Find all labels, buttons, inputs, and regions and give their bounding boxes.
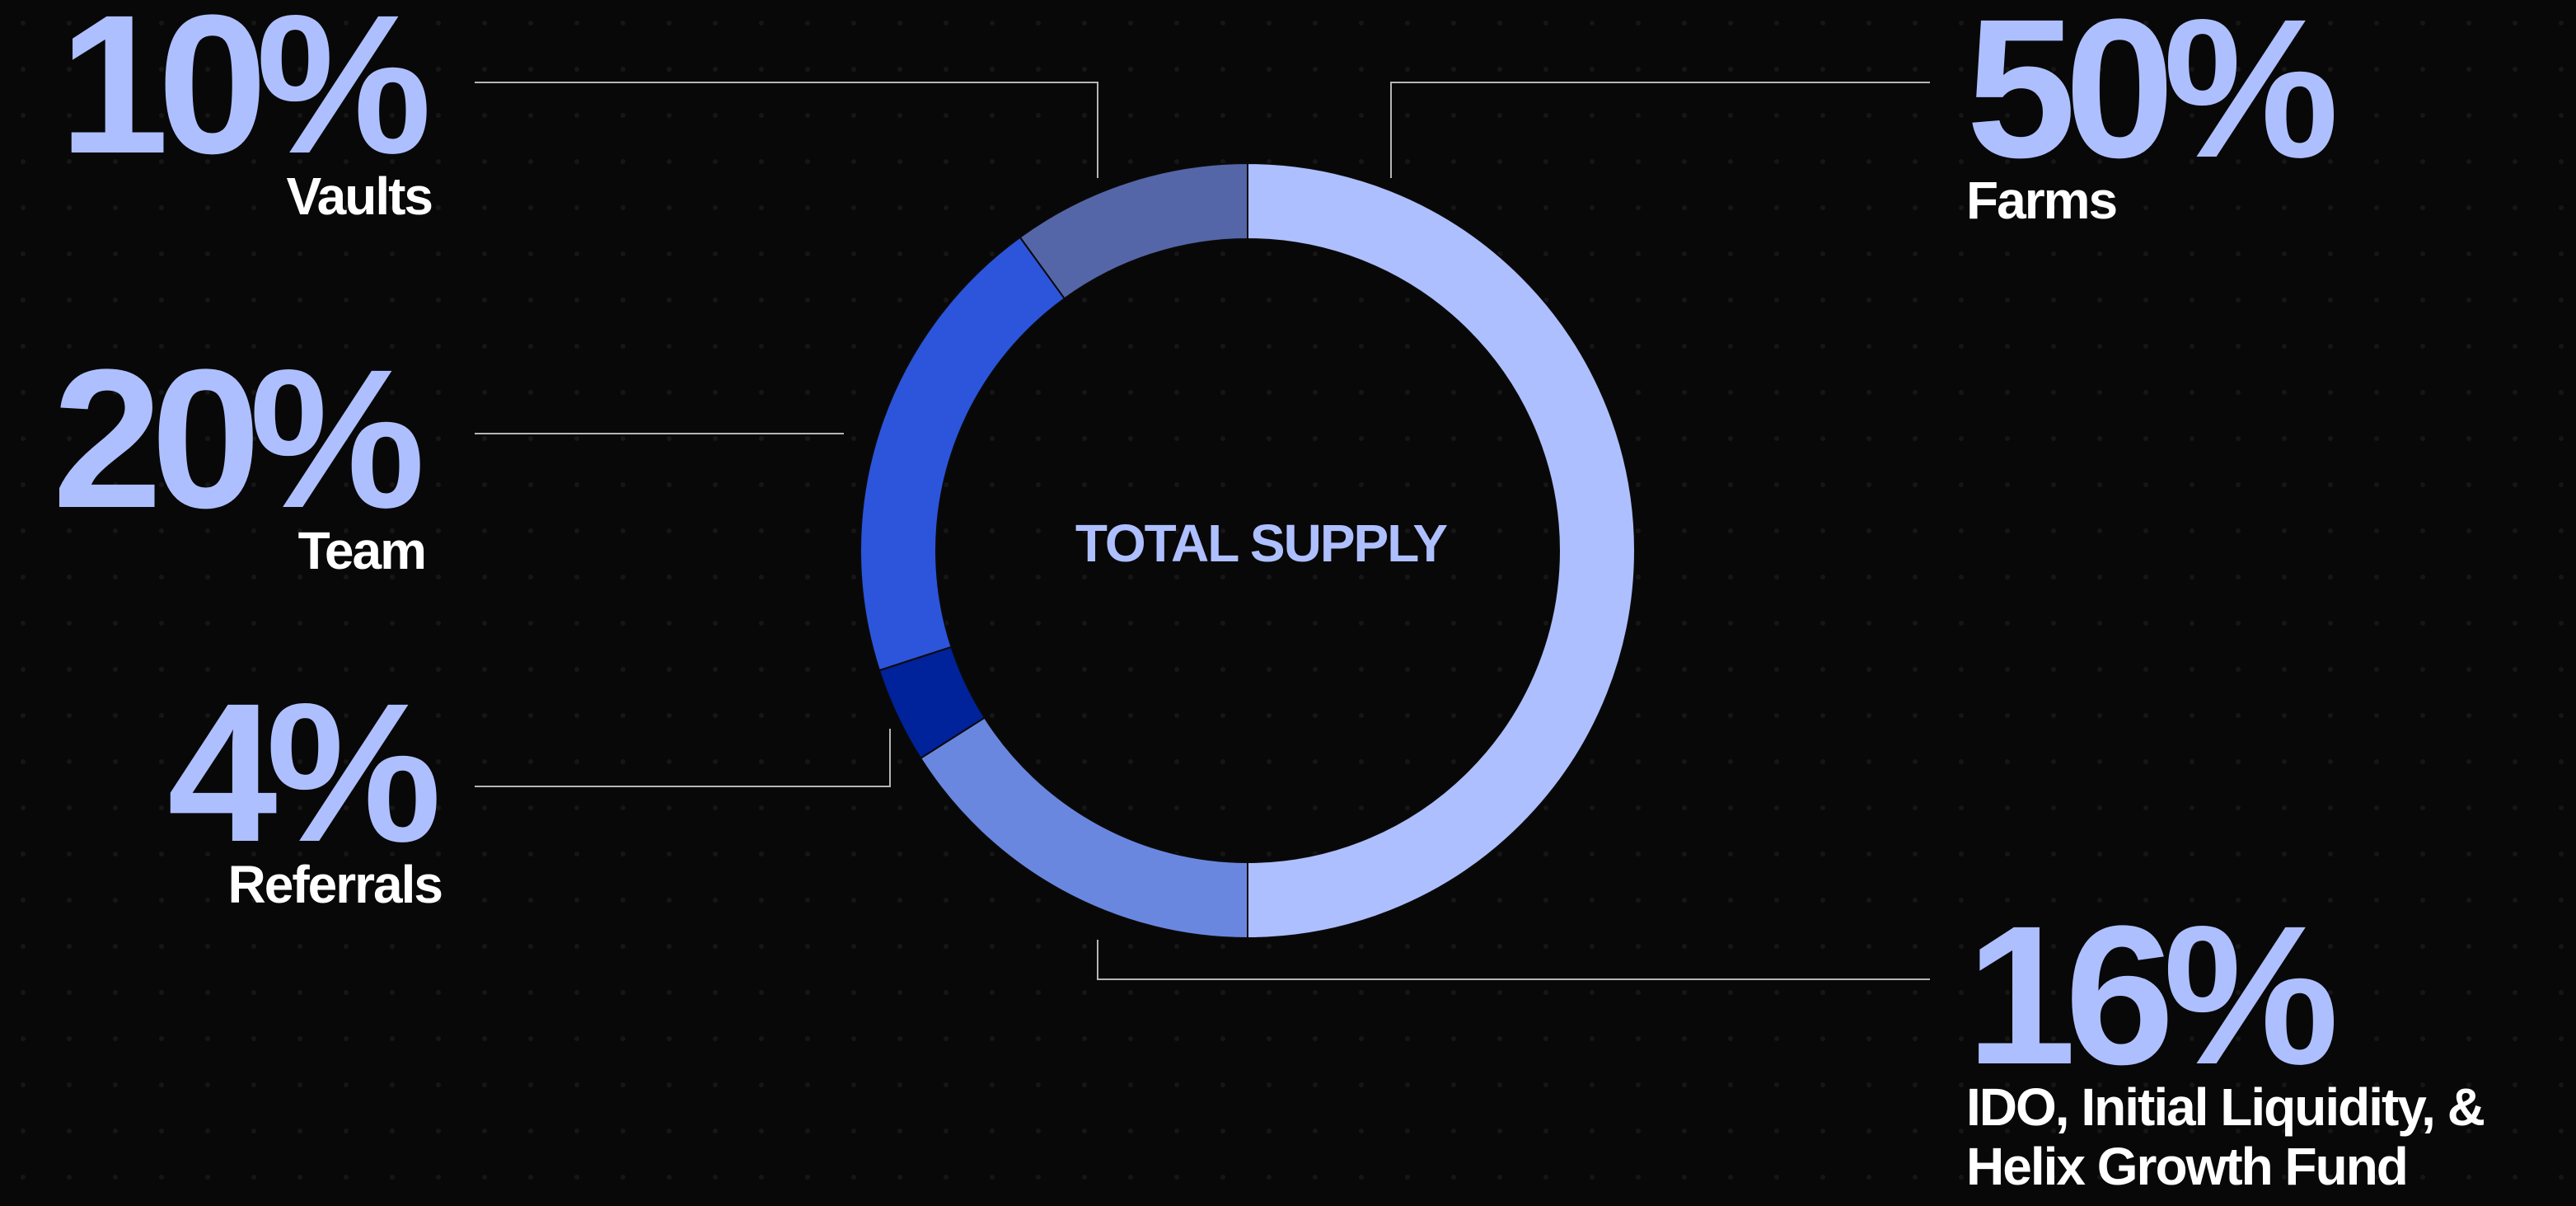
label-group: 20% Team <box>52 328 427 580</box>
label-group: 16% IDO, Initial Liquidity, & Helix Growt… <box>1966 885 2568 1196</box>
leader-line <box>1390 82 1930 178</box>
value-label: 50% <box>1966 0 2339 199</box>
center-label: TOTAL SUPPLY <box>1075 514 1448 573</box>
value-label: 10% <box>59 0 432 195</box>
leader-line <box>475 729 891 787</box>
category-label: Team <box>297 521 427 580</box>
donut-segment <box>1247 162 1636 940</box>
donut <box>859 162 1636 940</box>
category-label: Vaults <box>286 167 433 226</box>
category-label: Farms <box>1966 171 2118 230</box>
leader-lines <box>475 82 1930 980</box>
label-group: 10% Vaults <box>59 0 433 226</box>
value-label: 16% <box>1966 885 2339 1105</box>
leader-line <box>1097 940 1930 980</box>
donut-segment <box>1019 162 1248 300</box>
category-label: Referrals <box>227 855 443 914</box>
value-label: 4% <box>167 662 442 883</box>
label-group: 4% Referrals <box>167 662 443 914</box>
value-label: 20% <box>52 328 425 549</box>
leader-line <box>475 82 1098 178</box>
label-group: 50% Farms <box>1966 0 2339 230</box>
category-label: IDO, Initial Liquidity, & Helix Growth F… <box>1966 1077 2485 1196</box>
